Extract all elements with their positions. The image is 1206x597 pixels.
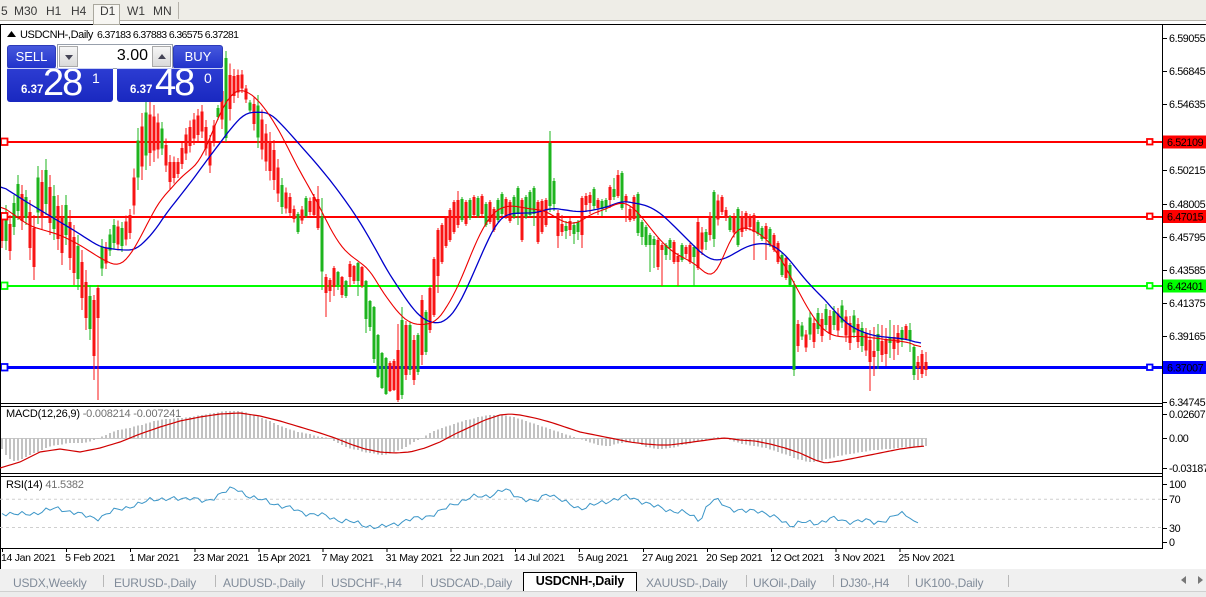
svg-text:6.54635: 6.54635 xyxy=(1169,99,1206,111)
svg-text:3 Nov 2021: 3 Nov 2021 xyxy=(834,552,885,564)
svg-text:6.47015: 6.47015 xyxy=(1167,212,1204,224)
svg-text:6.42401: 6.42401 xyxy=(1167,281,1204,293)
svg-text:6.56845: 6.56845 xyxy=(1169,66,1206,78)
svg-text:6.45795: 6.45795 xyxy=(1169,232,1206,244)
svg-text:6.43585: 6.43585 xyxy=(1169,265,1206,277)
svg-text:14 Jul 2021: 14 Jul 2021 xyxy=(514,552,565,564)
svg-text:-0.03187: -0.03187 xyxy=(1169,463,1206,475)
svg-text:6.59055: 6.59055 xyxy=(1169,33,1206,45)
svg-text:RSI(14) 41.5382: RSI(14) 41.5382 xyxy=(6,479,84,491)
svg-text:14 Jan 2021: 14 Jan 2021 xyxy=(1,552,56,564)
svg-text:0: 0 xyxy=(1169,537,1175,549)
svg-text:1 Mar 2021: 1 Mar 2021 xyxy=(129,552,180,564)
svg-text:6.37183 6.37883 6.36575 6.3728: 6.37183 6.37883 6.36575 6.37281 xyxy=(97,29,239,41)
svg-text:6.37007: 6.37007 xyxy=(1167,363,1204,375)
svg-text:15 Apr 2021: 15 Apr 2021 xyxy=(257,552,311,564)
svg-text:0.00: 0.00 xyxy=(1169,433,1189,445)
svg-text:0.02607: 0.02607 xyxy=(1169,409,1206,421)
svg-text:100: 100 xyxy=(1169,479,1186,491)
svg-text:6.50215: 6.50215 xyxy=(1169,165,1206,177)
svg-text:USDCNH-,Daily: USDCNH-,Daily xyxy=(20,29,94,41)
svg-text:31 May 2021: 31 May 2021 xyxy=(386,552,444,564)
svg-text:5 Aug 2021: 5 Aug 2021 xyxy=(578,552,629,564)
svg-text:5 Feb 2021: 5 Feb 2021 xyxy=(65,552,116,564)
svg-text:30: 30 xyxy=(1169,523,1181,535)
svg-text:6.39165: 6.39165 xyxy=(1169,331,1206,343)
svg-text:6.41375: 6.41375 xyxy=(1169,298,1206,310)
svg-text:6.34745: 6.34745 xyxy=(1169,397,1206,409)
svg-text:MACD(12,26,9) -0.008214 -0.007: MACD(12,26,9) -0.008214 -0.007241 xyxy=(6,408,181,420)
svg-text:25 Nov 2021: 25 Nov 2021 xyxy=(898,552,955,564)
svg-text:27 Aug 2021: 27 Aug 2021 xyxy=(642,552,698,564)
svg-text:6.52109: 6.52109 xyxy=(1167,137,1204,149)
svg-text:23 Mar 2021: 23 Mar 2021 xyxy=(193,552,249,564)
svg-text:7 May 2021: 7 May 2021 xyxy=(322,552,374,564)
svg-text:20 Sep 2021: 20 Sep 2021 xyxy=(706,552,763,564)
svg-text:6.48005: 6.48005 xyxy=(1169,199,1206,211)
svg-text:12 Oct 2021: 12 Oct 2021 xyxy=(770,552,824,564)
svg-text:70: 70 xyxy=(1169,494,1181,506)
svg-text:22 Jun 2021: 22 Jun 2021 xyxy=(450,552,505,564)
